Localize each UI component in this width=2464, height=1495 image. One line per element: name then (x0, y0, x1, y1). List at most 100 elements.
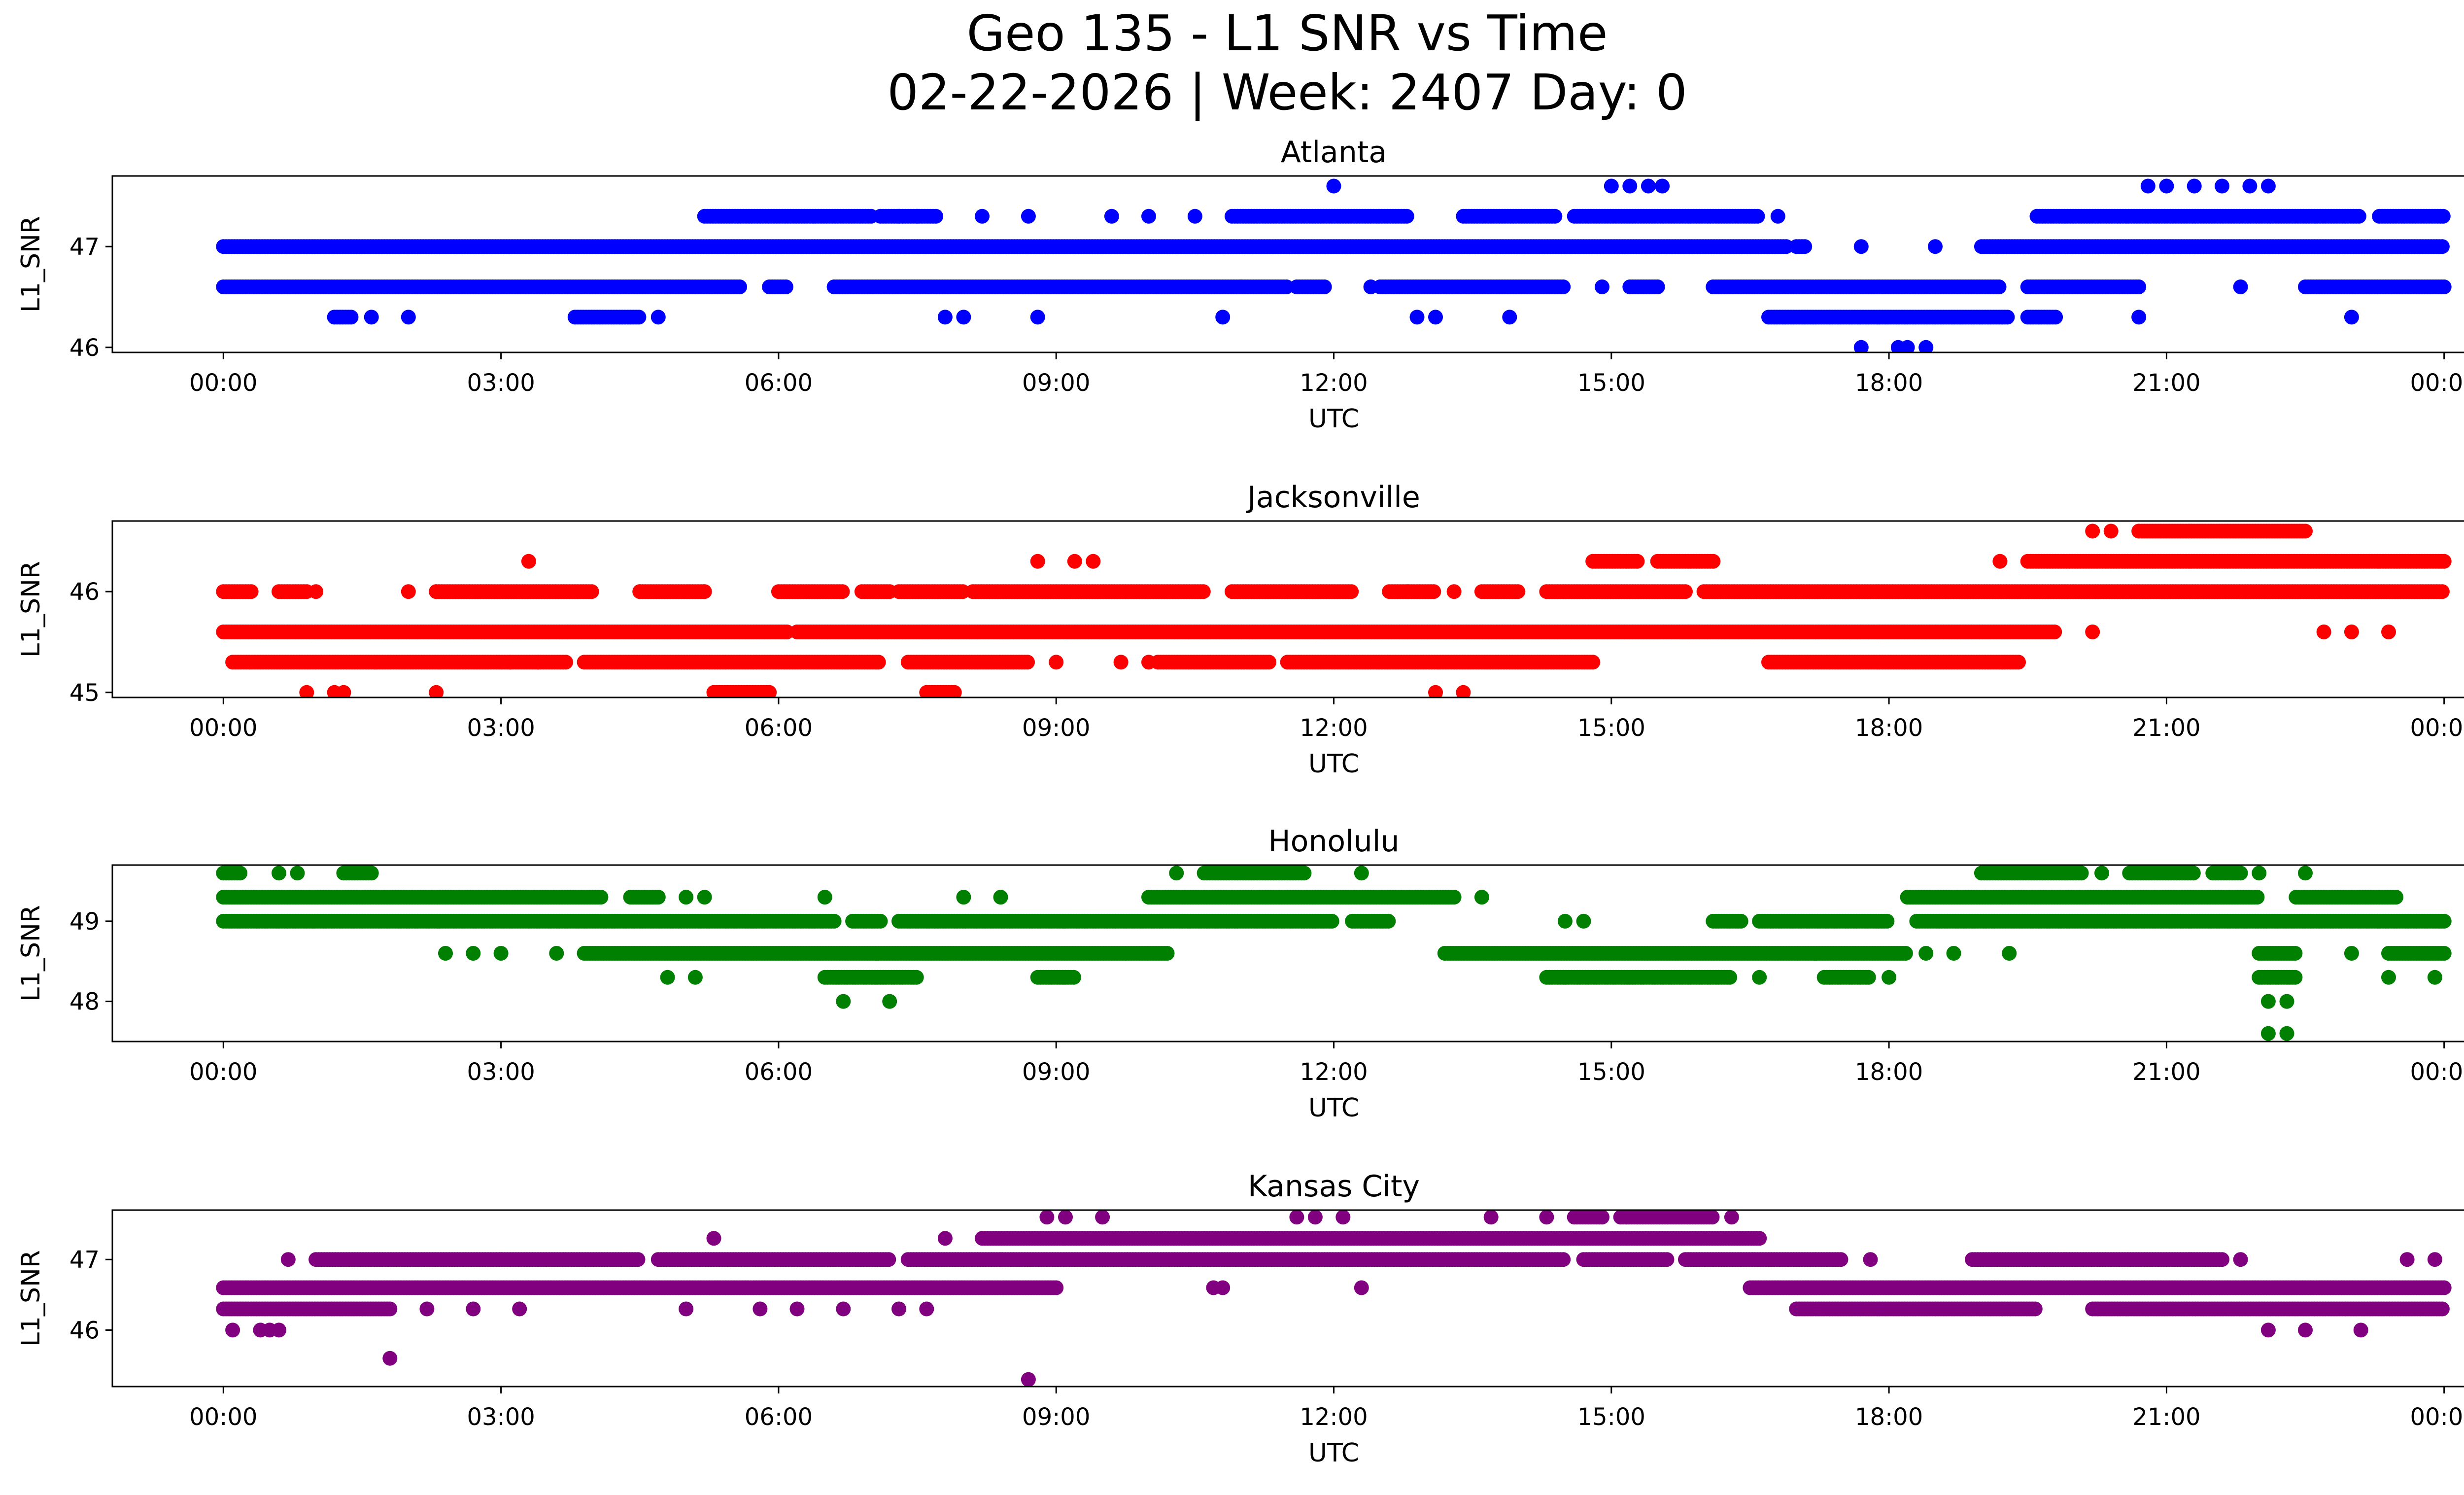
panel-jacksonville-point (521, 554, 536, 569)
panel-jacksonville-point (2103, 523, 2119, 539)
panel-atlanta-point (1655, 178, 1670, 194)
panel-atlanta-point (401, 310, 416, 325)
panel-jacksonville-point (429, 685, 444, 697)
panel-atlanta-point (975, 209, 990, 224)
panel-jacksonville-point (2436, 554, 2452, 569)
panel-atlanta-point (2159, 178, 2174, 194)
panel-atlanta-x-tick-label: 03:00 (467, 369, 535, 397)
panel-jacksonville-point (429, 584, 444, 599)
panel-atlanta-point (1030, 310, 1045, 325)
panel-jacksonville-frame (111, 520, 2464, 698)
panel-atlanta-point (1104, 209, 1119, 224)
panel-jacksonville-point (2344, 625, 2359, 639)
panel-jacksonville-point (1630, 554, 1645, 569)
panel-jacksonville-point (1086, 554, 1101, 569)
panel-honolulu-point (593, 890, 609, 905)
panel-jacksonville-point (1992, 554, 2008, 569)
panel-jacksonville-point (779, 625, 794, 639)
panel-atlanta-point (1233, 279, 1249, 294)
panel-jacksonville-point (1456, 685, 1471, 697)
panel-jacksonville-point (947, 685, 962, 697)
panel-jacksonville-point (558, 655, 573, 670)
panel-honolulu-points (216, 866, 2452, 1041)
panel-jacksonville-point (1344, 584, 1359, 599)
panel-jacksonville-point (1113, 655, 1129, 670)
panel-jacksonville-x-tick-label: 06:00 (745, 714, 813, 742)
panel-atlanta-x-axis-label: UTC (1308, 404, 1359, 434)
panel-honolulu-point (826, 913, 842, 929)
panel-jacksonville-x-tick-label: 12:00 (1300, 714, 1368, 742)
panel-honolulu-point (873, 913, 888, 929)
panel-jacksonville-point (1585, 655, 1601, 670)
panel-atlanta-point (1326, 178, 1341, 194)
panel-jacksonville-x-tick-label: 21:00 (2132, 714, 2200, 742)
panel-jacksonville-x-tick-label: 09:00 (1022, 714, 1090, 742)
panel-atlanta-title: Atlanta (1281, 135, 1387, 170)
panel-atlanta-point (2233, 279, 2248, 294)
panel-jacksonville-point (2298, 523, 2313, 539)
panel-atlanta-point (1021, 209, 1036, 224)
chart-title: Geo 135 - L1 SNR vs Time (967, 4, 1608, 62)
panel-atlanta-point (2131, 310, 2147, 325)
panel-jacksonville-x-tick-label: 00:00 (189, 714, 257, 742)
panel-atlanta-point (2048, 310, 2063, 325)
panel-atlanta-x-tick-label: 18:00 (1855, 369, 1923, 397)
panel-atlanta-point (650, 310, 666, 325)
panel-jacksonville-point (1196, 584, 1211, 599)
panel-honolulu-point (1880, 913, 1895, 929)
panel-atlanta-point (1279, 279, 1294, 294)
panel-jacksonville-y-axis-label: L1_SNR (16, 561, 46, 658)
panel-jacksonville-x-tick-label: 18:00 (1855, 714, 1923, 742)
panel-jacksonville-x-tick-label: 15:00 (1577, 714, 1645, 742)
panel-jacksonville-point (2085, 523, 2100, 539)
panel-atlanta-point (1991, 279, 2007, 294)
panel-jacksonville-point (2047, 625, 2062, 639)
panel-honolulu-point (1381, 913, 1396, 929)
panel-atlanta-x-tick-label: 12:00 (1300, 369, 1368, 397)
panel-atlanta-point (778, 279, 793, 294)
panel-atlanta-point (928, 209, 944, 224)
panel-atlanta-y-axis-label: L1_SNR (16, 216, 46, 313)
panel-atlanta-point (1363, 279, 1378, 294)
panel-jacksonville-point (1678, 584, 1693, 599)
panel-atlanta-point (1547, 209, 1563, 224)
panel-atlanta-point (2351, 209, 2366, 224)
panel-atlanta-y-tick-label: 47 (69, 233, 100, 261)
panel-atlanta-point (2260, 178, 2276, 194)
panel-jacksonville-point (308, 584, 324, 599)
panel-jacksonville-point (2434, 584, 2450, 599)
panel-jacksonville-point (584, 584, 599, 599)
panel-atlanta-point (1779, 239, 1794, 254)
panel-atlanta-point (1556, 279, 1571, 294)
panel-jacksonville-point (1030, 554, 1045, 569)
panel-atlanta-point (2140, 178, 2156, 194)
panel-atlanta-point (1641, 178, 1656, 194)
panel-honolulu-point (1324, 913, 1339, 929)
panel-atlanta-point (1918, 340, 1934, 352)
panel-jacksonville-point (336, 685, 351, 697)
panel-jacksonville-point (299, 685, 314, 697)
panel-honolulu-point (650, 890, 666, 905)
panel-jacksonville-point (1510, 584, 1526, 599)
panel-atlanta-point (2242, 178, 2258, 194)
panel-jacksonville-point (401, 584, 416, 599)
panel-atlanta-point (343, 310, 359, 325)
panel-atlanta-point (1502, 310, 1517, 325)
panel-jacksonville-point (1262, 655, 1277, 670)
panel-atlanta-y-tick-label: 46 (69, 334, 100, 362)
panel-jacksonville-point (1067, 554, 1082, 569)
panel-jacksonville-points (216, 523, 2452, 697)
panel-jacksonville-point (1020, 655, 1035, 670)
panel-atlanta-point (1853, 340, 1869, 352)
panel-jacksonville-point (2011, 655, 2026, 670)
panel-atlanta-point (891, 209, 906, 224)
panel-atlanta-point (1428, 310, 1443, 325)
panel-atlanta-point (2344, 310, 2359, 325)
panel-atlanta-point (1187, 209, 1202, 224)
panel-atlanta-point (2000, 310, 2015, 325)
panel-jacksonville-point (762, 685, 777, 697)
panel-jacksonville-y-tick-label: 45 (69, 679, 100, 707)
